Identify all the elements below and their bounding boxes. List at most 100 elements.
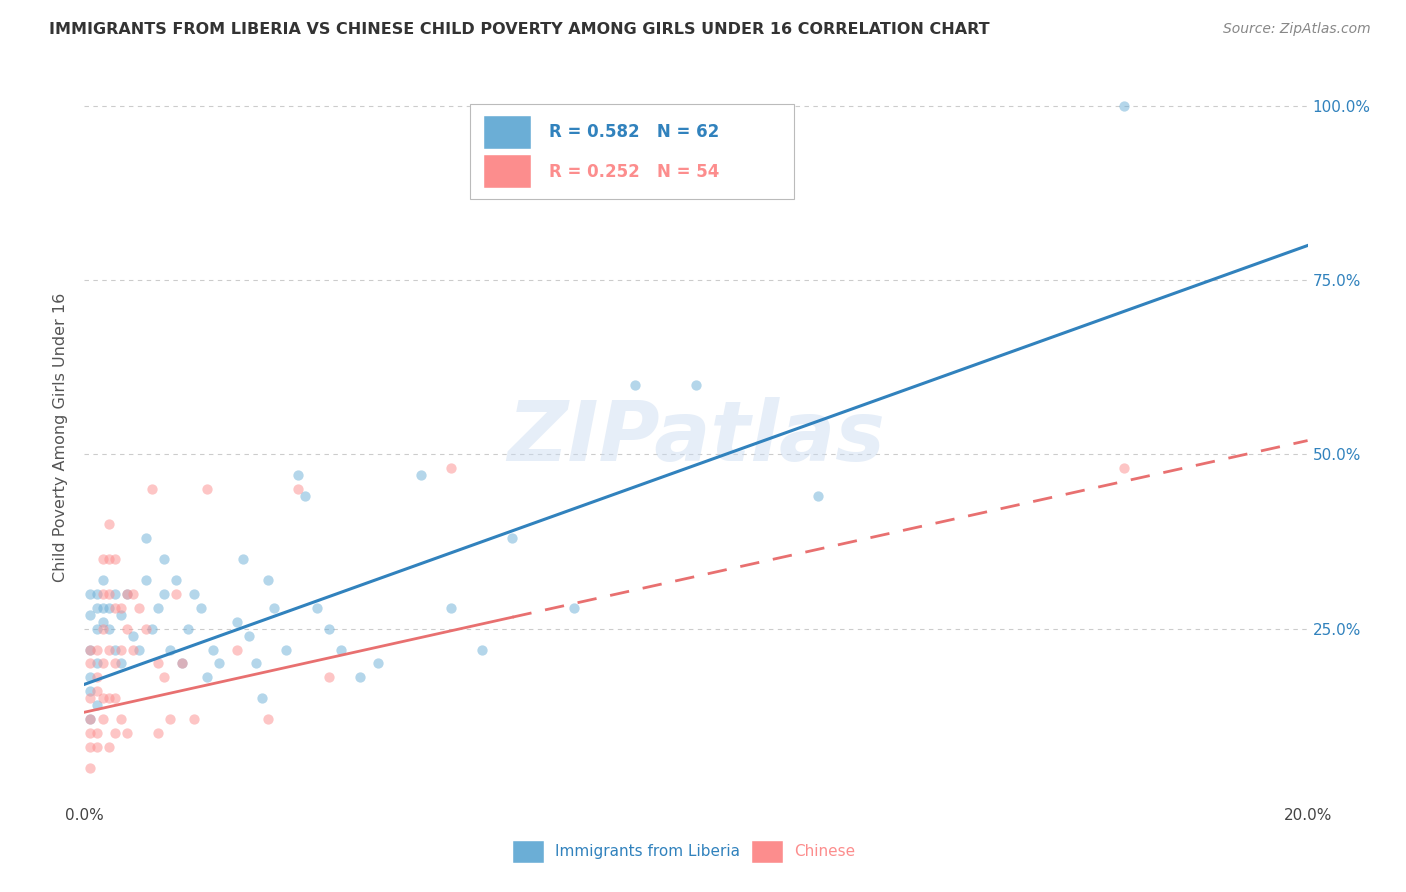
Text: Immigrants from Liberia: Immigrants from Liberia — [555, 845, 741, 859]
Point — [685, 377, 707, 392]
Point — [115, 726, 138, 740]
Point — [165, 573, 187, 587]
Point — [128, 600, 150, 615]
Point — [153, 552, 176, 566]
Point — [79, 670, 101, 684]
Point — [153, 587, 176, 601]
Point — [226, 642, 249, 657]
Point — [91, 657, 114, 671]
Y-axis label: Child Poverty Among Girls Under 16: Child Poverty Among Girls Under 16 — [53, 293, 69, 582]
Point — [97, 517, 120, 532]
Point — [257, 712, 280, 726]
Point — [97, 691, 120, 706]
Point — [86, 726, 108, 740]
Text: ZIPatlas: ZIPatlas — [508, 397, 884, 477]
Point — [104, 587, 127, 601]
Point — [79, 761, 101, 775]
Point — [276, 642, 298, 657]
Point — [104, 642, 127, 657]
Point — [104, 657, 127, 671]
Point — [159, 712, 181, 726]
Point — [208, 657, 231, 671]
Point — [86, 684, 108, 698]
Point — [318, 670, 340, 684]
Point — [97, 552, 120, 566]
Point — [294, 489, 316, 503]
FancyBboxPatch shape — [470, 104, 794, 200]
Point — [86, 587, 108, 601]
Point — [263, 600, 285, 615]
Point — [172, 657, 194, 671]
Point — [110, 657, 132, 671]
Point — [807, 489, 830, 503]
Point — [79, 740, 101, 755]
Point — [110, 600, 132, 615]
Point — [91, 622, 114, 636]
Point — [91, 712, 114, 726]
Point — [79, 712, 101, 726]
Point — [104, 726, 127, 740]
Point — [86, 642, 108, 657]
Point — [183, 587, 205, 601]
Point — [110, 712, 132, 726]
Point — [79, 657, 101, 671]
Text: R = 0.582   N = 62: R = 0.582 N = 62 — [550, 123, 720, 141]
Point — [79, 642, 101, 657]
Point — [86, 740, 108, 755]
Point — [110, 607, 132, 622]
Bar — [484, 155, 531, 188]
Point — [97, 740, 120, 755]
Point — [86, 670, 108, 684]
Point — [177, 622, 200, 636]
Point — [624, 377, 647, 392]
Point — [135, 622, 157, 636]
Point — [122, 587, 145, 601]
Point — [135, 573, 157, 587]
Point — [91, 552, 114, 566]
Point — [115, 587, 138, 601]
Point — [195, 670, 218, 684]
Text: R = 0.252   N = 54: R = 0.252 N = 54 — [550, 162, 720, 180]
Point — [115, 622, 138, 636]
Text: Source: ZipAtlas.com: Source: ZipAtlas.com — [1223, 22, 1371, 37]
Point — [79, 691, 101, 706]
Point — [97, 642, 120, 657]
Text: IMMIGRANTS FROM LIBERIA VS CHINESE CHILD POVERTY AMONG GIRLS UNDER 16 CORRELATIO: IMMIGRANTS FROM LIBERIA VS CHINESE CHILD… — [49, 22, 990, 37]
Point — [146, 600, 169, 615]
Point — [104, 600, 127, 615]
Point — [79, 607, 101, 622]
Point — [287, 468, 309, 483]
Point — [201, 642, 224, 657]
Point — [318, 622, 340, 636]
Point — [104, 691, 127, 706]
Point — [183, 712, 205, 726]
Point — [128, 642, 150, 657]
Point — [153, 670, 176, 684]
Point — [159, 642, 181, 657]
Point — [330, 642, 353, 657]
Point — [91, 691, 114, 706]
Point — [141, 483, 163, 497]
Point — [97, 587, 120, 601]
Point — [146, 726, 169, 740]
Point — [79, 712, 101, 726]
Point — [250, 691, 273, 706]
Point — [305, 600, 328, 615]
Point — [97, 600, 120, 615]
Point — [1114, 461, 1136, 475]
Point — [79, 642, 101, 657]
Point — [1114, 99, 1136, 113]
Point — [238, 629, 260, 643]
Point — [110, 642, 132, 657]
Point — [195, 483, 218, 497]
Point — [232, 552, 254, 566]
Bar — [484, 116, 531, 149]
Point — [409, 468, 432, 483]
Point — [91, 615, 114, 629]
Point — [190, 600, 212, 615]
Point — [122, 642, 145, 657]
Point — [172, 657, 194, 671]
Point — [104, 552, 127, 566]
Point — [349, 670, 371, 684]
Point — [97, 622, 120, 636]
